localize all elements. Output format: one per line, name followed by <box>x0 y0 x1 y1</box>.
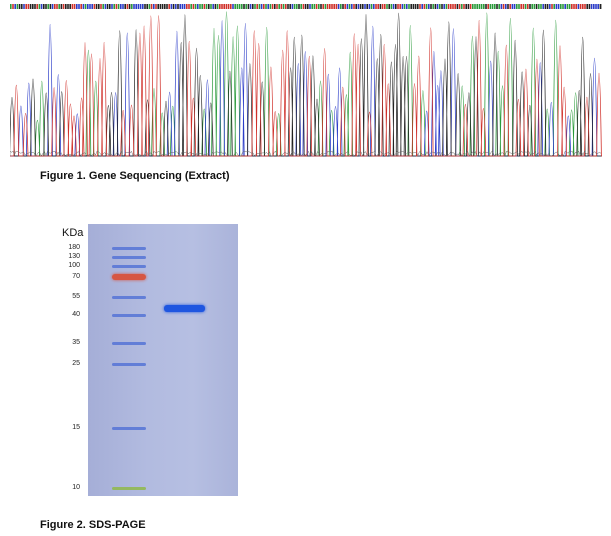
marker-label-10: 10 <box>72 484 80 491</box>
marker-label-180: 180 <box>68 244 80 251</box>
marker-label-55: 55 <box>72 293 80 300</box>
kda-unit-label: KDa <box>62 227 84 239</box>
marker-band-70 <box>112 274 146 280</box>
marker-band-35 <box>112 341 146 345</box>
base-call-strip <box>10 4 602 9</box>
marker-band-100 <box>112 264 146 268</box>
marker-label-100: 100 <box>68 262 80 269</box>
trace-T <box>10 15 602 157</box>
sds-page-gel <box>88 224 238 496</box>
marker-band-40 <box>112 313 146 317</box>
marker-band-10 <box>112 486 146 490</box>
marker-band-55 <box>112 295 146 299</box>
marker-band-15 <box>112 426 146 430</box>
figure1-caption: Figure 1. Gene Sequencing (Extract) <box>40 170 230 182</box>
marker-label-40: 40 <box>72 311 80 318</box>
trace-G <box>10 12 602 157</box>
sequencing-chromatogram <box>10 4 602 157</box>
marker-label-15: 15 <box>72 424 80 431</box>
marker-label-130: 130 <box>68 253 80 260</box>
baseline-noise <box>10 150 602 157</box>
sample-band <box>164 304 205 312</box>
marker-band-180 <box>112 246 146 250</box>
figure2-caption: Figure 2. SDS-PAGE <box>40 519 146 531</box>
marker-label-25: 25 <box>72 360 80 367</box>
marker-label-35: 35 <box>72 339 80 346</box>
marker-label-70: 70 <box>72 273 80 280</box>
marker-band-25 <box>112 362 146 366</box>
marker-band-130 <box>112 255 146 259</box>
